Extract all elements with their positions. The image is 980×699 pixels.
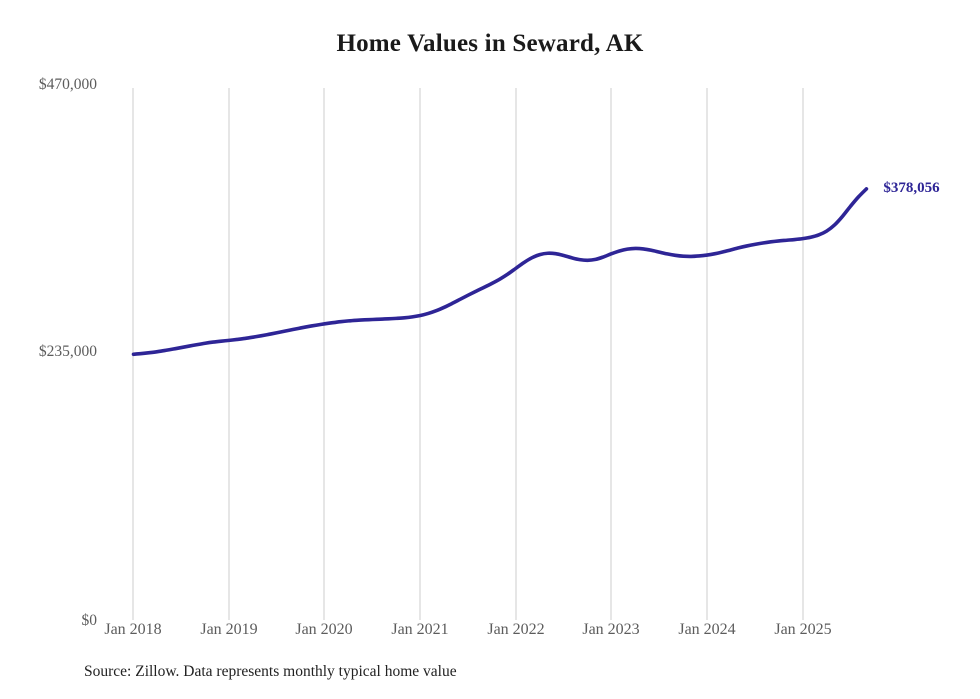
x-tick-label: Jan 2025	[774, 621, 832, 638]
y-tick-label: $235,000	[38, 343, 97, 360]
end-value-label: $378,056	[883, 179, 940, 196]
x-tick-label: Jan 2018	[104, 621, 162, 638]
y-tick-label: $470,000	[38, 76, 97, 93]
x-tick-label: Jan 2019	[200, 621, 258, 638]
x-tick-label: Jan 2020	[295, 621, 353, 638]
chart-title: Home Values in Seward, AK	[336, 30, 644, 57]
x-tick-label: Jan 2022	[487, 621, 545, 638]
x-tick-label: Jan 2021	[391, 621, 449, 638]
source-note: Source: Zillow. Data represents monthly …	[84, 663, 457, 680]
x-tick-label: Jan 2024	[678, 621, 736, 638]
y-tick-label: $0	[81, 612, 98, 629]
gridlines	[132, 88, 804, 620]
value-line-path	[131, 187, 869, 357]
x-tick-label: Jan 2023	[582, 621, 640, 638]
